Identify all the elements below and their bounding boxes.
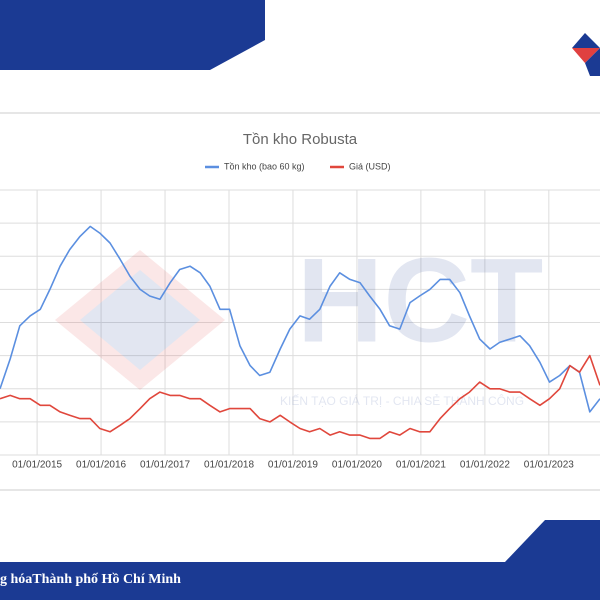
legend-label: Giá (USD) [349, 161, 391, 171]
bottom-corner [505, 520, 600, 562]
x-tick-label: 01/01/2019 [268, 460, 318, 471]
footer-text: g hóaThành phố Hồ Chí Minh [0, 572, 181, 587]
watermark-logo: HCT [297, 234, 544, 368]
x-tick-label: 01/01/2017 [140, 460, 190, 471]
legend-label: Tồn kho (bao 60 kg) [224, 161, 305, 171]
top-banner [0, 0, 265, 70]
x-tick-label: 01/01/2015 [12, 460, 62, 471]
x-tick-label: 01/01/2022 [460, 460, 510, 471]
watermark: HCT KIẾN TẠO GIÁ TRỊ - CHIA SẺ THÀNH CÔN… [55, 234, 543, 408]
x-tick-label: 01/01/2021 [396, 460, 446, 471]
series-line [0, 354, 600, 440]
chart-title: Tồn kho Robusta [243, 131, 358, 148]
footer-bar [0, 562, 600, 600]
x-tick-label: 01/01/2023 [524, 460, 574, 471]
chart-frame [0, 112, 600, 491]
x-tick-label: 01/01/2020 [332, 460, 382, 471]
logo [572, 33, 600, 76]
watermark-slogan: KIẾN TẠO GIÁ TRỊ - CHIA SẺ THÀNH CÔNG [280, 393, 524, 408]
series-line [0, 225, 600, 413]
x-tick-label: 01/01/2018 [204, 460, 254, 471]
x-tick-label: 01/01/2016 [76, 460, 126, 471]
